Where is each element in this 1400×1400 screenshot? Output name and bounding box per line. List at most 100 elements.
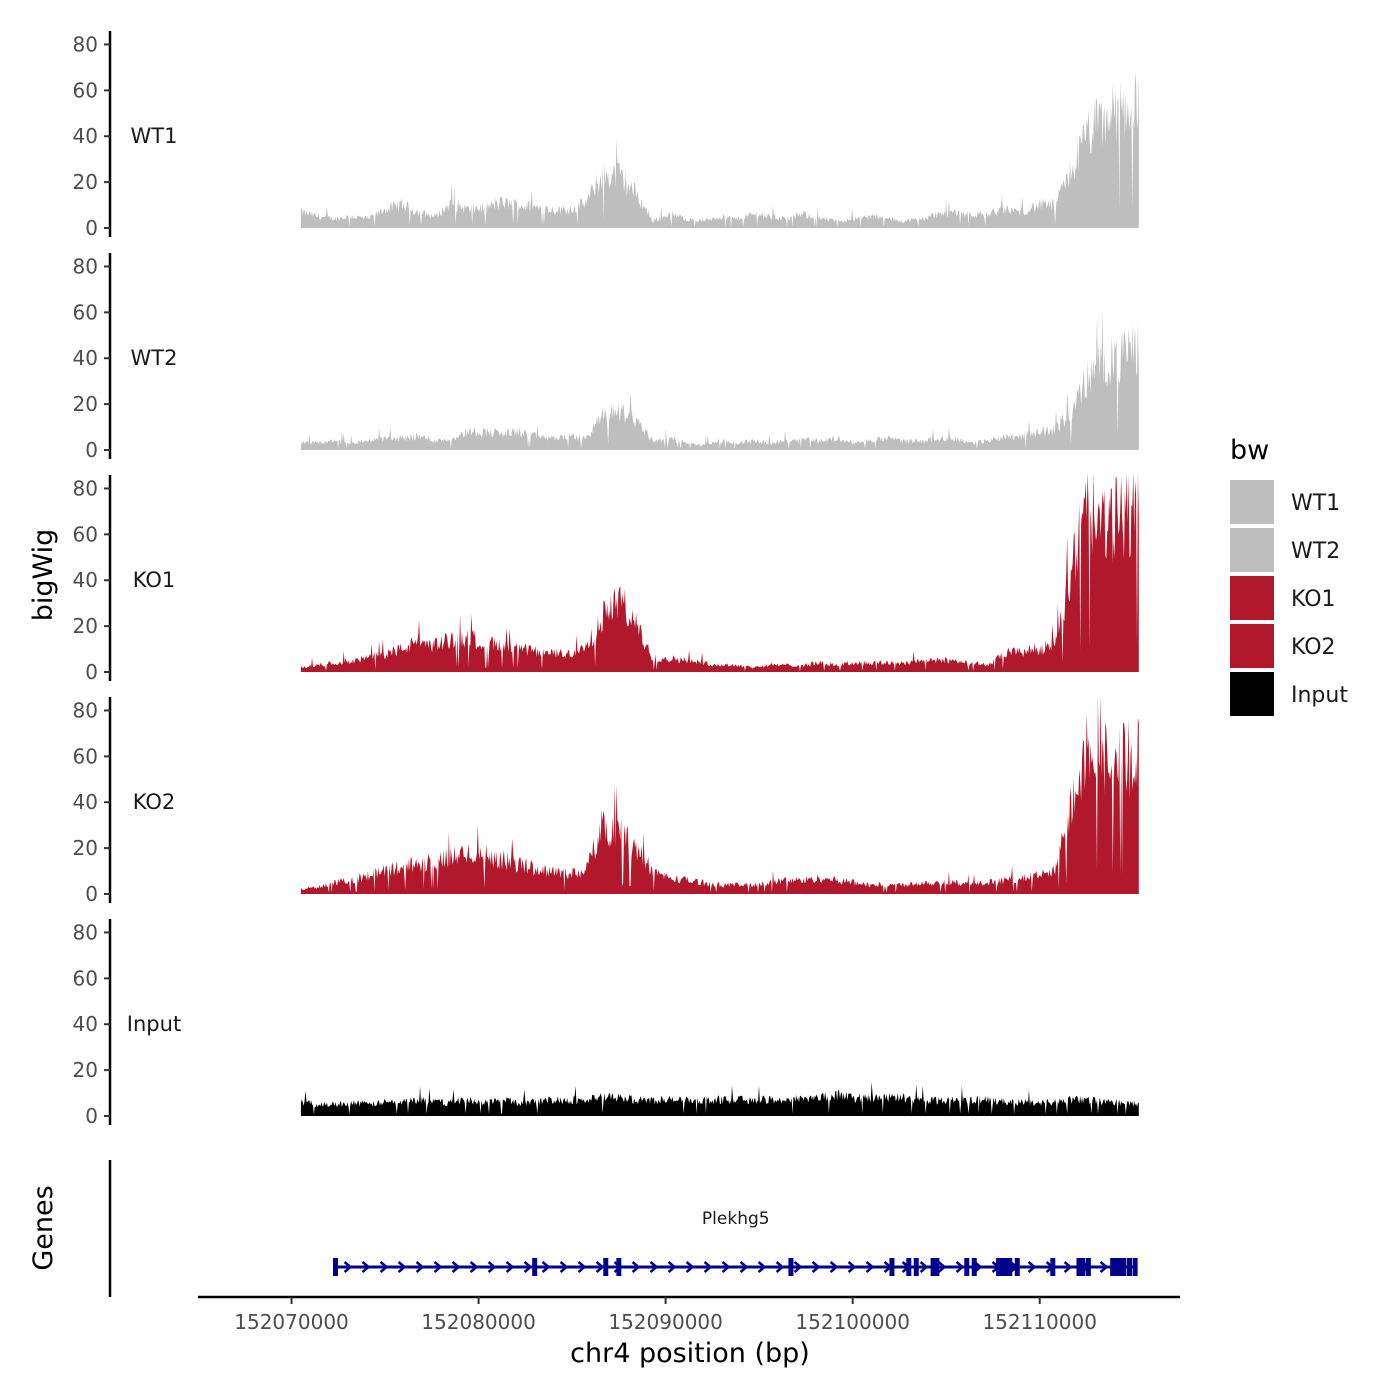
strand-chevron bbox=[811, 1261, 821, 1273]
strand-chevron bbox=[955, 1261, 965, 1273]
y-tick-label: 40 bbox=[73, 346, 98, 370]
strand-chevron bbox=[433, 1261, 443, 1273]
strand-chevron bbox=[379, 1261, 389, 1273]
y-tick-label: 80 bbox=[73, 254, 98, 278]
coverage-tracks: 0 20 40 60 80 WT1 0 20 40 60 80 WT2 0 20 40 60 80 KO1 0 20 4… bbox=[73, 31, 1139, 1128]
strand-chevron bbox=[937, 1261, 947, 1273]
exon bbox=[889, 1258, 895, 1276]
legend-title: bw bbox=[1230, 435, 1269, 466]
coverage-area-wt1 bbox=[300, 72, 1139, 228]
gene-label: Plekhg5 bbox=[702, 1209, 770, 1229]
y-tick-label: 0 bbox=[85, 660, 98, 684]
legend: WT1 WT2 KO1 KO2 Input bbox=[1230, 480, 1348, 716]
strand-chevron bbox=[829, 1261, 839, 1273]
y-tick-label: 80 bbox=[73, 920, 98, 944]
strand-chevron bbox=[847, 1261, 857, 1273]
strand-chevron bbox=[1099, 1261, 1109, 1273]
track-input: 0 20 40 60 80 Input bbox=[73, 919, 1139, 1128]
track-ko1: 0 20 40 60 80 KO1 bbox=[73, 472, 1139, 684]
x-axis: 152070000 152080000 152090000 152100000 1521… bbox=[198, 1295, 1180, 1334]
legend-swatch-input bbox=[1230, 672, 1274, 716]
strand-chevron bbox=[721, 1261, 731, 1273]
y-tick-label: 20 bbox=[73, 614, 98, 638]
x-tick-label: 152100000 bbox=[795, 1310, 910, 1334]
y-tick-label: 60 bbox=[73, 744, 98, 768]
x-tick-label: 152080000 bbox=[421, 1310, 536, 1334]
exon bbox=[1080, 1258, 1086, 1276]
strand-chevron bbox=[343, 1261, 353, 1273]
exon bbox=[996, 1258, 1002, 1276]
x-axis-title: chr4 position (bp) bbox=[570, 1338, 810, 1369]
exon bbox=[532, 1258, 538, 1276]
strand-chevron bbox=[865, 1261, 875, 1273]
y-tick-label: 0 bbox=[85, 882, 98, 906]
y-tick-label: 0 bbox=[85, 216, 98, 240]
exon bbox=[1126, 1258, 1132, 1276]
strand-chevron bbox=[523, 1261, 533, 1273]
strand-chevron bbox=[487, 1261, 497, 1273]
strand-chevron bbox=[397, 1261, 407, 1273]
strand-chevron bbox=[451, 1261, 461, 1273]
y-tick-label: 80 bbox=[73, 698, 98, 722]
exon bbox=[1113, 1258, 1119, 1276]
strand-chevron bbox=[361, 1261, 371, 1273]
strand-chevron bbox=[775, 1261, 785, 1273]
coverage-area-input bbox=[300, 1082, 1139, 1116]
exon bbox=[1076, 1258, 1082, 1276]
strand-chevron bbox=[685, 1261, 695, 1273]
exon bbox=[1132, 1258, 1138, 1276]
x-tick-label: 152090000 bbox=[608, 1310, 723, 1334]
legend-label-input: Input bbox=[1291, 683, 1348, 708]
track-label: WT1 bbox=[131, 124, 178, 148]
y-tick-label: 40 bbox=[73, 568, 98, 592]
legend-swatch-wt1 bbox=[1230, 480, 1274, 524]
strand-chevron bbox=[631, 1261, 641, 1273]
exon bbox=[1007, 1258, 1013, 1276]
x-tick-label: 152070000 bbox=[234, 1310, 349, 1334]
legend-swatch-ko1 bbox=[1230, 576, 1274, 620]
genes-axis-title: Genes bbox=[28, 1185, 59, 1270]
legend-label-ko1: KO1 bbox=[1291, 587, 1336, 612]
exon bbox=[934, 1258, 940, 1276]
y-tick-label: 20 bbox=[73, 836, 98, 860]
strand-chevron bbox=[667, 1261, 677, 1273]
coverage-area-ko1 bbox=[300, 472, 1139, 672]
y-tick-label: 40 bbox=[73, 1012, 98, 1036]
strand-chevron bbox=[505, 1261, 515, 1273]
track-wt2: 0 20 40 60 80 WT2 bbox=[73, 253, 1139, 462]
exon bbox=[1003, 1258, 1009, 1276]
y-tick-label: 20 bbox=[73, 170, 98, 194]
exon bbox=[964, 1258, 970, 1276]
strand-chevron bbox=[1063, 1261, 1073, 1273]
y-tick-label: 60 bbox=[73, 966, 98, 990]
y-tick-label: 80 bbox=[73, 32, 98, 56]
y-tick-label: 20 bbox=[73, 1058, 98, 1082]
strand-chevron bbox=[415, 1261, 425, 1273]
y-tick-label: 40 bbox=[73, 790, 98, 814]
y-tick-label: 0 bbox=[85, 438, 98, 462]
strand-chevron bbox=[793, 1261, 803, 1273]
y-tick-label: 0 bbox=[85, 1104, 98, 1128]
y-tick-label: 80 bbox=[73, 476, 98, 500]
legend-label-wt2: WT2 bbox=[1291, 539, 1340, 564]
legend-label-wt1: WT1 bbox=[1291, 491, 1340, 516]
exon bbox=[999, 1258, 1005, 1276]
strand-chevron bbox=[595, 1261, 605, 1273]
genes-panel: Plekhg5 bbox=[108, 1160, 1138, 1297]
legend-swatch-wt2 bbox=[1230, 528, 1274, 572]
coverage-area-ko2 bbox=[300, 694, 1139, 894]
track-label: WT2 bbox=[131, 346, 178, 370]
exon bbox=[913, 1258, 919, 1276]
y-tick-label: 20 bbox=[73, 392, 98, 416]
track-label: Input bbox=[127, 1012, 181, 1036]
exon bbox=[1121, 1258, 1127, 1276]
strand-chevron bbox=[541, 1261, 551, 1273]
exon bbox=[1110, 1258, 1116, 1276]
strand-chevron bbox=[1027, 1261, 1037, 1273]
strand-chevron bbox=[739, 1261, 749, 1273]
exon bbox=[788, 1258, 794, 1276]
exon bbox=[1085, 1258, 1091, 1276]
y-tick-label: 60 bbox=[73, 78, 98, 102]
strand-chevron bbox=[919, 1261, 929, 1273]
